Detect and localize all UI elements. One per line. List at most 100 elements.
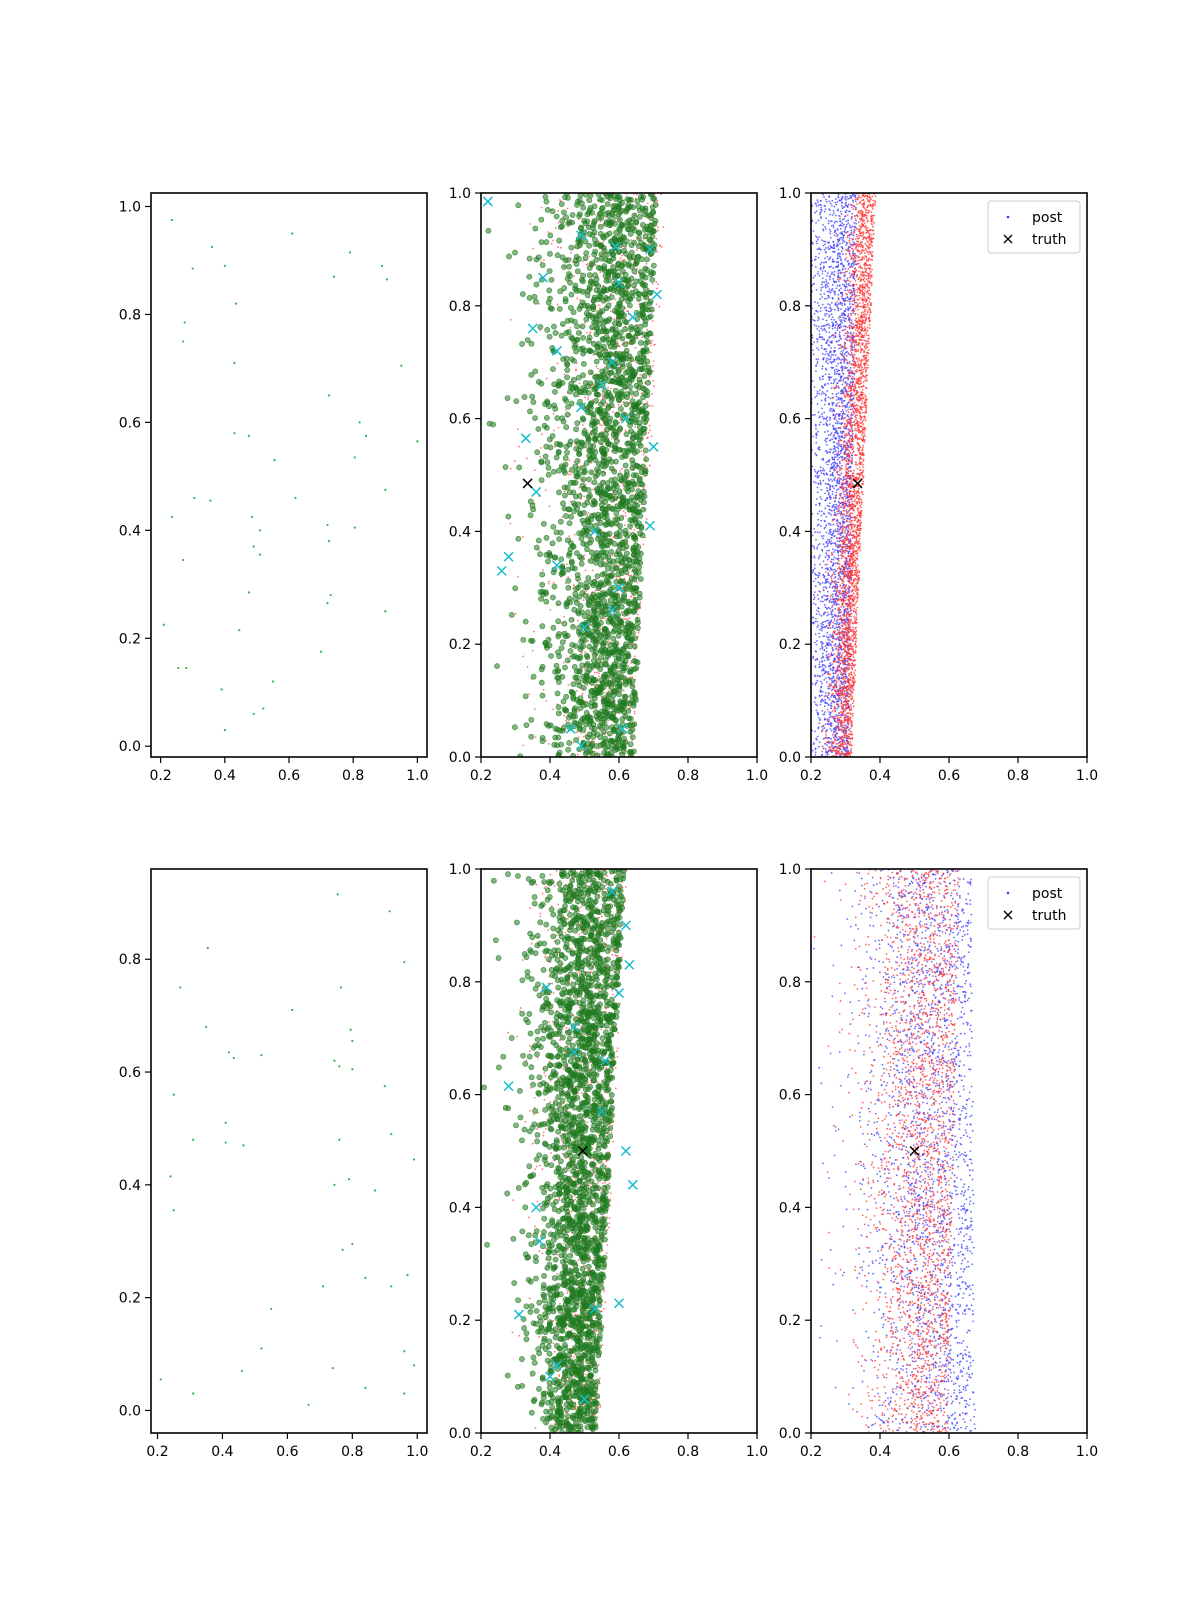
series-0-point <box>836 284 839 287</box>
series-1-point <box>622 326 628 333</box>
series-0-point <box>542 259 545 262</box>
series-0-point <box>223 728 226 732</box>
series-0-point <box>827 613 830 616</box>
series-1-point <box>611 235 618 242</box>
series-0-point <box>841 520 844 523</box>
series-0-point <box>844 197 846 200</box>
series-0-point <box>840 456 843 459</box>
series-1-point <box>586 731 593 738</box>
series-1-point <box>614 592 621 599</box>
series-0-point <box>648 464 651 467</box>
series-0-point <box>630 239 632 242</box>
series-0-point <box>609 310 612 313</box>
series-1-point <box>604 480 611 487</box>
series-0-point <box>584 321 586 324</box>
series-0-point <box>563 615 566 618</box>
series-0-point <box>816 390 819 393</box>
series-0-point <box>624 511 627 514</box>
series-1-point <box>555 467 562 474</box>
series-1-point <box>623 543 630 550</box>
series-0-point <box>801 379 803 381</box>
series-1-point <box>551 583 558 590</box>
series-0-point <box>294 496 297 500</box>
series-0-point <box>532 247 535 250</box>
series-1-point <box>580 643 587 650</box>
series-1-point <box>603 531 610 538</box>
series-1-point <box>568 380 575 387</box>
series-0-point <box>796 517 798 519</box>
series-1-point <box>595 658 602 665</box>
series-0-point <box>170 218 173 222</box>
series-1-point <box>581 302 588 309</box>
series-1-point <box>567 599 573 606</box>
series-0-point <box>819 675 822 678</box>
series-1-point <box>634 198 641 205</box>
series-0-point <box>641 336 643 339</box>
series-1-point <box>564 537 571 544</box>
series-0-point <box>193 496 196 500</box>
series-0-point <box>820 488 823 491</box>
series-0-point <box>836 356 839 359</box>
series-1-point <box>605 302 612 309</box>
series-1-point <box>569 466 575 473</box>
series-0-point <box>808 584 810 586</box>
series-0-point <box>584 650 586 653</box>
series-1-point <box>547 305 554 311</box>
series-1-point <box>642 386 648 393</box>
series-0-point <box>563 490 566 493</box>
series-0-point <box>829 704 832 707</box>
series-0-point <box>803 193 805 195</box>
series-1-point <box>638 523 645 530</box>
series-1-point <box>623 569 630 576</box>
series-0-point <box>827 222 830 225</box>
series-1-point <box>631 690 638 696</box>
series-1-point <box>553 454 560 461</box>
series-0-point <box>828 538 831 541</box>
series-1-point <box>598 243 605 249</box>
series-1-point <box>591 695 598 702</box>
series-1-point <box>623 319 630 326</box>
series-0-point <box>796 477 798 479</box>
series-1-point <box>588 400 594 407</box>
series-0-point <box>834 354 837 357</box>
series-0-point <box>840 359 843 361</box>
series-0-point <box>832 564 835 566</box>
series-0-point <box>826 390 829 392</box>
series-1-point <box>586 643 593 650</box>
series-0-point <box>821 272 824 275</box>
series-0-point <box>813 545 815 548</box>
series-1-point <box>485 227 492 234</box>
series-0-point <box>514 612 517 615</box>
series-0-point <box>797 598 799 600</box>
series-0-point <box>846 195 848 198</box>
series-0-point <box>833 371 836 374</box>
series-0-point <box>828 508 831 511</box>
series-0-point <box>828 636 830 639</box>
series-0-point <box>809 712 811 714</box>
series-1-point <box>574 550 580 556</box>
series-0-point <box>825 515 828 518</box>
series-0-point <box>657 229 659 232</box>
series-1-point <box>616 628 623 635</box>
series-1-point <box>641 430 647 436</box>
series-0-point <box>811 571 814 574</box>
series-0-point <box>828 713 831 716</box>
series-0-point <box>837 450 840 453</box>
series-0-point <box>591 569 594 572</box>
series-0-point <box>838 358 841 361</box>
series-0-point <box>547 743 550 745</box>
series-1-point <box>584 218 591 225</box>
series-0-point <box>818 574 821 577</box>
series-0-point <box>815 454 818 456</box>
series-0-point <box>845 244 848 247</box>
series-0-point <box>818 556 821 558</box>
x-tick-label: 0.4 <box>539 768 561 784</box>
series-0-point <box>813 319 816 322</box>
series-0-point <box>832 733 834 736</box>
series-0-point <box>819 469 822 472</box>
series-0-point <box>792 440 794 442</box>
series-1-point <box>634 330 641 337</box>
series-1-point <box>602 553 609 560</box>
series-1-point <box>543 239 550 246</box>
